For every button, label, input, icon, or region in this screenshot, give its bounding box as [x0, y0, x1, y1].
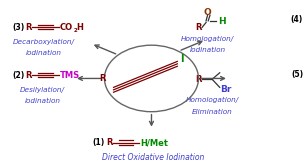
- Text: Iodination: Iodination: [189, 47, 226, 53]
- Text: R: R: [26, 23, 32, 32]
- Text: (5): (5): [291, 70, 303, 79]
- Text: I: I: [180, 54, 184, 64]
- Text: R: R: [26, 71, 32, 80]
- Text: Homologation/: Homologation/: [185, 97, 239, 103]
- Text: R: R: [99, 74, 106, 83]
- Text: CO: CO: [60, 23, 73, 32]
- Text: Elimination: Elimination: [192, 109, 233, 115]
- Text: 2: 2: [73, 28, 77, 33]
- Text: iodination: iodination: [26, 50, 62, 56]
- Text: R: R: [196, 75, 202, 84]
- Text: iodination: iodination: [24, 98, 60, 104]
- Text: O: O: [204, 8, 211, 17]
- Text: R: R: [106, 138, 113, 147]
- Text: H: H: [76, 23, 84, 32]
- Text: (1): (1): [92, 138, 105, 147]
- Text: Decarboxylation/: Decarboxylation/: [13, 39, 75, 45]
- Text: R: R: [196, 23, 202, 32]
- Text: (4): (4): [291, 15, 303, 24]
- Text: H/Met: H/Met: [140, 138, 168, 147]
- Text: TMS: TMS: [60, 71, 80, 80]
- Text: Desilylation/: Desilylation/: [20, 87, 65, 93]
- Text: H: H: [218, 17, 226, 26]
- Text: Br: Br: [220, 85, 232, 94]
- Text: Homologation/: Homologation/: [181, 36, 234, 42]
- Text: (2): (2): [12, 71, 24, 80]
- Text: (3): (3): [12, 23, 24, 32]
- Text: Direct Oxidative Iodination: Direct Oxidative Iodination: [102, 153, 204, 162]
